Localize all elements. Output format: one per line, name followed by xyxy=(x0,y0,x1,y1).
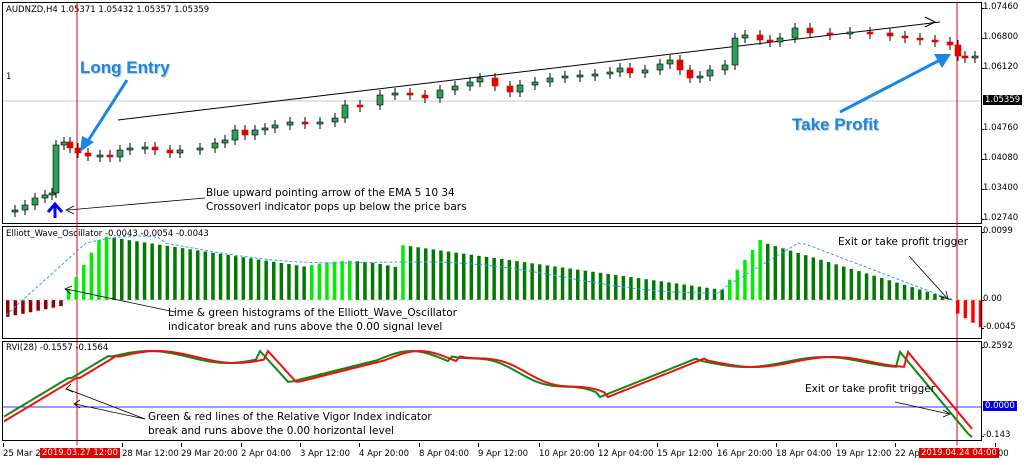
oscillator-title: Elliott_Wave_Oscillator -0.0043 -0.0054 … xyxy=(6,229,209,239)
rvi-tick: -0.143 xyxy=(980,430,1011,440)
time-label: 2 Apr 04:00 xyxy=(241,443,292,459)
price-tick: 1.04080 xyxy=(980,153,1019,163)
price-tick: 1.07460 xyxy=(980,2,1019,12)
exit-time-marker: 2019.04.24 04:00 xyxy=(919,448,999,458)
time-label: :00 xyxy=(995,443,1009,459)
time-axis[interactable]: 25 Mar 20 2019.03.27 12:00 28 Mar 12:00 … xyxy=(0,441,1024,465)
rvi-tick: 0.2592 xyxy=(981,341,1013,351)
time-label: 25 Mar 20 xyxy=(3,443,47,459)
time-label: 8 Apr 04:00 xyxy=(419,443,470,459)
osc-tick: -0.0045 xyxy=(981,322,1016,332)
price-tick: 1.04760 xyxy=(980,123,1019,133)
current-price-badge: 1.05359 xyxy=(983,95,1023,105)
rvi-exit-note: Exit or take profit trigger xyxy=(805,383,936,395)
ema-note-line2: Crossoverl indicator pops up below the p… xyxy=(206,201,467,213)
buy-arrow-icon xyxy=(46,201,64,218)
elliott-wave-oscillator-panel[interactable] xyxy=(2,226,982,339)
time-label: 9 Apr 12:00 xyxy=(478,443,529,459)
long-entry-label: Long Entry xyxy=(80,58,170,77)
price-tick: 1.06800 xyxy=(980,32,1019,42)
rvi-zero-badge: 0.0000 xyxy=(983,401,1017,411)
rvi-note-line1: Green & red lines of the Relative Vigor … xyxy=(148,411,432,423)
oscillator-exit-note: Exit or take profit trigger xyxy=(838,236,969,248)
time-label: 16 Apr 20:00 xyxy=(717,443,773,459)
time-label: 3 Apr 12:00 xyxy=(300,443,351,459)
price-chart-panel[interactable] xyxy=(2,2,982,224)
time-label: 28 Mar 12:00 xyxy=(122,443,179,459)
rvi-note-line2: break and runs above the 0.00 horizontal… xyxy=(148,425,395,437)
price-tick: 1.02740 xyxy=(980,213,1019,223)
time-label: 15 Apr 12:00 xyxy=(657,443,713,459)
time-label: 19 Apr 12:00 xyxy=(836,443,892,459)
time-label: 10 Apr 20:00 xyxy=(539,443,595,459)
price-tick: 1.03400 xyxy=(980,183,1019,193)
time-label: 22 Ap xyxy=(895,443,920,459)
oscillator-axis[interactable]: 0.0099 0.00 -0.0045 xyxy=(981,226,1024,339)
rvi-axis[interactable]: 0.2592 -0.143 xyxy=(980,341,1024,441)
osc-tick: 0.0099 xyxy=(981,226,1013,236)
time-label: 4 Apr 20:00 xyxy=(359,443,410,459)
ema-note-line1: Blue upward pointing arrow of the EMA 5 … xyxy=(206,187,455,199)
time-label: 18 Apr 04:00 xyxy=(776,443,832,459)
price-axis[interactable]: 1.07460 1.06800 1.06120 1.04760 1.04080 … xyxy=(980,0,1024,224)
rvi-title: RVI(28) -0.1557 -0.1564 xyxy=(6,343,109,353)
level-marker: 1 xyxy=(6,72,12,82)
time-label: 12 Apr 04:00 xyxy=(598,443,654,459)
entry-time-marker: 2019.03.27 12:00 xyxy=(40,448,120,458)
chart-title: AUDNZD,H4 1.05371 1.05432 1.05357 1.0535… xyxy=(6,5,210,15)
osc-tick: 0.00 xyxy=(981,294,1002,304)
take-profit-label: Take Profit xyxy=(792,115,879,134)
price-tick: 1.06120 xyxy=(980,62,1019,72)
oscillator-note-line1: Lime & green histograms of the Elliott_W… xyxy=(168,307,457,319)
rvi-panel[interactable] xyxy=(2,341,982,441)
time-label: 29 Mar 20:00 xyxy=(181,443,238,459)
oscillator-note-line2: indicator break and runs above the 0.00 … xyxy=(168,321,443,333)
